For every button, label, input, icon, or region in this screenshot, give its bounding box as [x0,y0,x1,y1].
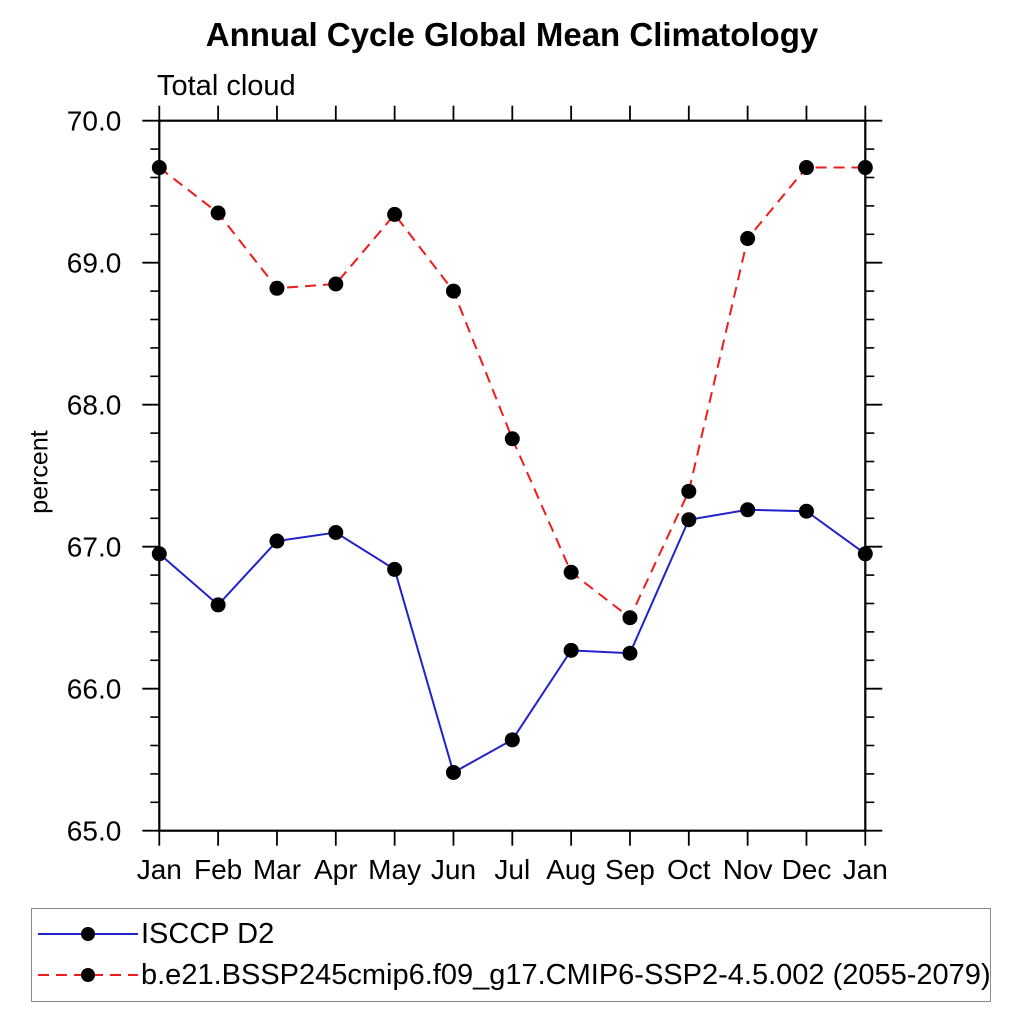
x-tick-label: Jan [843,854,888,885]
data-point-marker [798,503,814,519]
data-point-marker [740,231,756,247]
x-tick-label: Sep [605,854,655,885]
data-point-marker [504,732,520,748]
legend-line-sample-dashed [38,968,138,982]
data-point-marker [798,160,814,176]
legend-item-isccp: ISCCP D2 [36,918,274,950]
data-point-marker [328,276,344,292]
x-tick-label: Aug [546,854,596,885]
y-tick-label: 70.0 [67,106,122,137]
data-point-marker [328,525,344,540]
legend-label: b.e21.BSSP245cmip6.f09_g17.CMIP6-SSP2-4.… [141,958,991,991]
chart-title: Annual Cycle Global Mean Climatology [205,16,819,53]
data-point-marker [740,502,756,518]
legend-label: ISCCP D2 [141,917,275,950]
data-point-marker [387,206,403,222]
data-point-marker [563,642,579,658]
x-tick-label: Mar [253,854,301,885]
data-point-marker [210,205,226,221]
x-tick-label: Feb [194,854,242,885]
y-tick-label: 67.0 [67,532,122,563]
data-point-marker [269,533,285,549]
data-point-marker [681,483,697,499]
series-line-1 [158,166,866,620]
data-point-marker [445,283,461,299]
legend-line-sample-solid [38,927,138,941]
data-point-marker [504,431,520,447]
data-point-marker [857,546,873,562]
x-tick-label: Oct [667,854,711,885]
x-tick-label: May [368,854,421,885]
data-point-marker [151,160,167,176]
x-tick-label: Jun [431,854,476,885]
data-point-marker [445,764,461,780]
data-point-marker [210,597,226,613]
x-tick-label: Jul [494,854,530,885]
legend: ISCCP D2 b.e21.BSSP245cmip6.f09_g17.CMIP… [31,908,991,1002]
data-point-marker [622,610,638,626]
data-point-marker [387,561,403,577]
y-tick-label: 69.0 [67,248,122,279]
data-point-marker [857,160,873,176]
data-point-marker [269,280,285,296]
chart-subtitle: Total cloud [157,70,296,102]
data-point-marker [622,645,638,661]
x-tick-label: Jan [137,854,182,885]
plot-frame [158,119,867,832]
y-tick-label: 66.0 [67,674,122,705]
data-point-marker [151,546,167,562]
x-tick-label: Apr [314,854,358,885]
y-tick-label: 65.0 [67,816,122,847]
x-tick-label: Dec [782,854,832,885]
data-point-marker [681,512,697,528]
data-point-marker [563,564,579,580]
x-tick-label: Nov [723,854,773,885]
legend-item-model: b.e21.BSSP245cmip6.f09_g17.CMIP6-SSP2-4.… [36,959,991,991]
y-tick-label: 68.0 [67,390,122,421]
